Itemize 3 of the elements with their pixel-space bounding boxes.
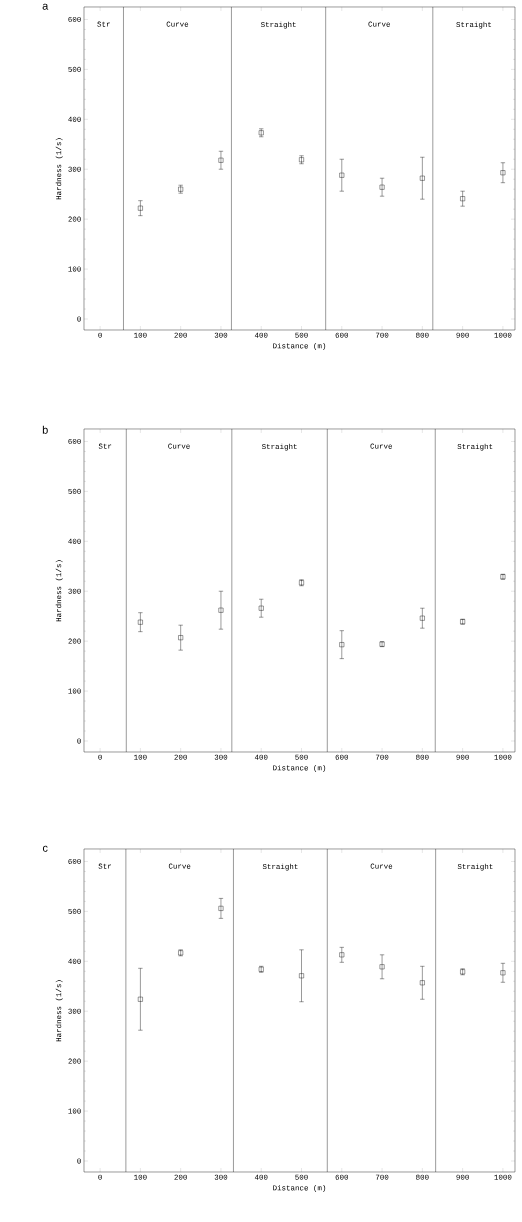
chart-title: c xyxy=(42,845,48,852)
chart-title: b xyxy=(42,425,48,434)
chart-title: a xyxy=(42,3,49,10)
